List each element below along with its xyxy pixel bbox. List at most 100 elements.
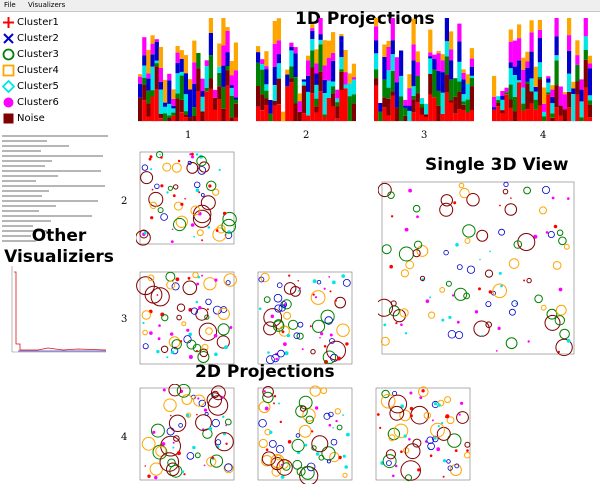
histogram-bar [326,80,331,98]
histogram-bar [351,94,356,104]
histogram-bar [192,83,197,108]
histogram-bar [256,62,261,86]
histogram-bar [428,29,433,53]
scatter-point [141,310,151,320]
scatter-point [400,323,403,326]
scatter-point [181,470,185,474]
scatter-3x2[interactable] [254,268,356,368]
scatter-point [328,411,334,418]
scatter-point [212,305,222,315]
legend-item-cluster6[interactable]: Cluster6 [2,94,112,110]
scatter-point [282,462,291,471]
scatter-point [513,240,523,249]
histogram-bar [432,97,437,121]
histogram-bar [428,52,433,57]
histogram-4[interactable] [492,18,592,122]
histogram-bar [550,96,555,104]
scatter-4x2[interactable] [254,384,356,484]
row-label-2: 2 [121,196,128,207]
histogram-bar [138,83,143,98]
histogram-bar [587,104,592,118]
histogram-bar [301,113,306,121]
histogram-bar [276,40,281,55]
legend-item-cluster1[interactable]: Cluster1 [2,14,112,30]
scatter-point [260,272,270,283]
histogram-bar [432,59,437,70]
histogram-bar [314,106,319,113]
legend-item-noise[interactable]: Noise [2,110,112,126]
scatter-point [275,454,282,461]
histogram-bar [146,90,151,104]
scatter-point [555,304,567,316]
scatter-point [223,273,237,287]
histogram-bar [567,35,572,51]
histogram-bar [390,54,395,71]
scatter-point [204,314,210,320]
scatter-point [211,418,220,428]
scatter-point [283,342,287,346]
histogram-bar [310,67,315,94]
legend-item-cluster5[interactable]: Cluster5 [2,78,112,94]
histogram-bar [221,45,226,66]
histogram-bar [314,84,319,99]
legend-item-cluster4[interactable]: Cluster4 [2,62,112,78]
histogram-bar [394,82,399,108]
histogram-bar [221,65,226,87]
scatter-4x1[interactable] [136,384,238,484]
scatter-2x1[interactable] [136,148,238,248]
histogram-1[interactable] [138,18,238,122]
scatter-3d-view[interactable] [378,178,578,358]
scatter-point [269,430,273,434]
histogram-bar [150,90,155,97]
legend-item-cluster2[interactable]: Cluster2 [2,30,112,46]
scatter-point [224,463,233,472]
scatter-point [385,449,396,460]
histogram-bar [285,86,290,121]
scatter-point [258,307,262,310]
histogram-bar [504,87,509,93]
scatter-4x3[interactable] [372,384,474,484]
scatter-point [489,250,491,253]
histogram-bar [517,60,522,81]
histogram-bar [310,24,315,29]
histogram-bar [469,75,474,78]
scatter-point [276,282,283,289]
scatter-point [151,188,154,191]
menu-visualizers[interactable]: Visualizers [27,1,66,9]
scatter-point [167,185,174,191]
scatter-point [161,314,169,322]
histogram-bar [289,46,294,51]
scatter-point [444,396,452,404]
col-label-2: 2 [303,130,310,141]
scatter-3x1[interactable] [136,268,238,368]
scatter-point [508,258,520,269]
histogram-bar [554,18,559,37]
scatter-point [433,402,438,406]
scatter-point [192,204,212,224]
menu-file[interactable]: File [4,1,16,9]
scatter-point [418,386,429,397]
scatter-point [288,460,290,463]
legend-item-cluster3[interactable]: Cluster3 [2,46,112,62]
histogram-bar [403,105,408,108]
histogram-bar [415,102,420,121]
scatter-point [212,227,227,242]
histogram-3[interactable] [374,18,474,122]
scatter-point [180,340,183,343]
histogram-bar [229,95,234,118]
histogram-bar [179,99,184,113]
histogram-bar [256,52,261,63]
histogram-2[interactable] [256,18,356,122]
scatter-point [203,464,206,467]
histogram-bar [390,91,395,96]
scatter-point [176,314,182,321]
histogram-bar [213,97,218,110]
scatter-point [171,228,174,231]
other-visualizer-plot[interactable] [8,262,108,357]
legend-label: Cluster5 [17,80,59,92]
histogram-bar [587,55,592,64]
scatter-point [447,433,462,448]
plot-frame [257,271,353,365]
histogram-bar [297,111,302,121]
scatter-point [149,331,153,335]
